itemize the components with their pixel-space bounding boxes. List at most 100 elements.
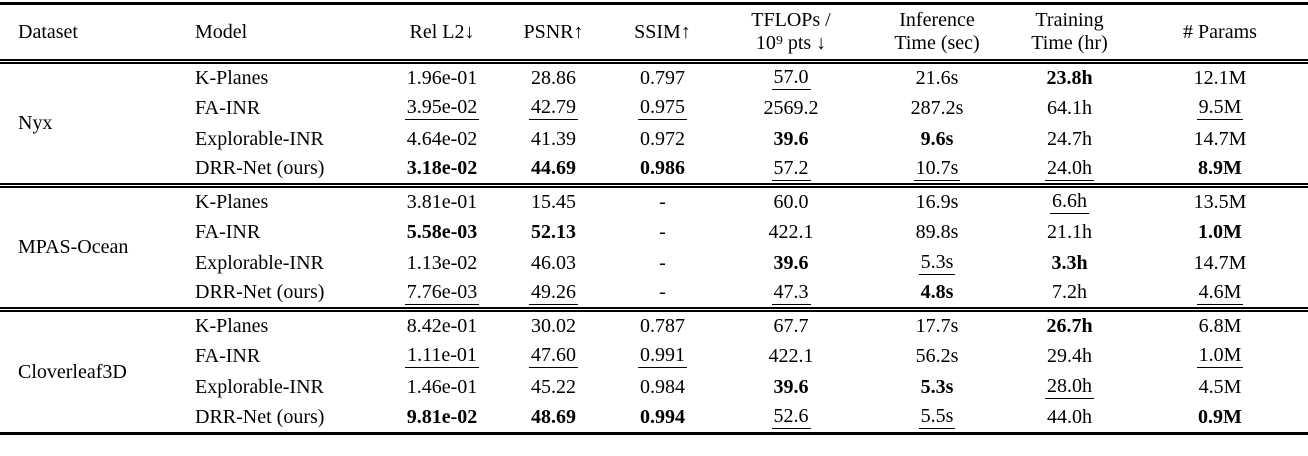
cell-model: Explorable-INR [195,375,324,398]
metric-value: 9.5M [1196,96,1244,120]
cell-rel-l2: 3.95e-02 [387,93,497,124]
cell-dataset: MPAS-Ocean [18,236,129,258]
dataset-block-cloverleaf3d: Cloverleaf3D K-Planes 8.42e-01 30.02 0.7… [0,310,1308,434]
cell-ssim: 0.994 [610,403,715,434]
table-row: FA-INR 3.95e-02 42.79 0.975 2569.2 287.2… [0,93,1308,124]
metric-value: 24.0h [1045,156,1094,181]
cell-inference-time: 5.3s [867,372,1007,403]
cell-psnr: 28.86 [497,62,610,93]
col-header-psnr: PSNR↑ [523,20,584,43]
metric-value: 42.79 [529,96,578,120]
metric-value: 14.7M [1193,127,1247,150]
metric-value: 57.0 [771,66,811,91]
cell-model: DRR-Net (ours) [195,405,325,428]
cell-rel-l2: 1.13e-02 [387,248,497,279]
cell-inference-time: 287.2s [867,93,1007,124]
cell-psnr: 15.45 [497,186,610,217]
metric-value: 5.3s [920,375,954,398]
metric-value: 28.0h [1045,375,1094,399]
table-row: DRR-Net (ours) 3.18e-02 44.69 0.986 57.2… [0,155,1308,186]
metric-value: 5.58e-03 [406,220,478,243]
metric-value: 1.0M [1196,344,1244,368]
cell-model: FA-INR [195,220,261,243]
cell-inference-time: 21.6s [867,62,1007,93]
cell-ssim: 0.797 [610,62,715,93]
metric-value: 0.991 [638,344,687,368]
cell-params: 4.5M [1132,372,1308,403]
cell-inference-time: 10.7s [867,155,1007,186]
cell-tflops: 57.0 [715,62,867,93]
metric-value: 39.6 [773,251,809,274]
metric-value: 49.26 [529,280,578,305]
table-row: FA-INR 5.58e-03 52.13 - 422.1 89.8s 21.1… [0,217,1308,248]
cell-inference-time: 56.2s [867,341,1007,372]
cell-rel-l2: 3.18e-02 [387,155,497,186]
cell-ssim: 0.984 [610,372,715,403]
cell-training-time: 26.7h [1007,310,1132,341]
metric-value: 23.8h [1046,66,1093,89]
metric-value: 3.3h [1051,251,1088,274]
cell-params: 8.9M [1132,155,1308,186]
metric-value: 46.03 [531,251,576,274]
cell-ssim: 0.975 [610,93,715,124]
col-header-ssim: SSIM↑ [634,20,691,43]
cell-psnr: 30.02 [497,310,610,341]
col-header-tflops-line1: TFLOPs / [751,9,831,31]
metric-value: 45.22 [531,375,576,398]
metric-value: 5.3s [918,251,956,275]
cell-psnr: 52.13 [497,217,610,248]
metric-value: 44.69 [531,157,576,180]
dataset-block-mpas-ocean: MPAS-Ocean K-Planes 3.81e-01 15.45 - 60.… [0,186,1308,310]
cell-tflops: 60.0 [715,186,867,217]
metric-value: 0.994 [640,405,685,428]
metric-value: 0.9M [1198,405,1242,428]
cell-rel-l2: 1.11e-01 [387,341,497,372]
cell-rel-l2: 7.76e-03 [387,279,497,310]
metric-value: 60.0 [773,190,809,213]
col-header-training-line2: Time (hr) [1031,32,1108,54]
table-header: Dataset Model Rel L2↓ PSNR↑ SSIM↑ TFLOPs… [0,4,1308,62]
col-header-inference-line1: Inference [899,9,975,31]
table-row: Explorable-INR 1.13e-02 46.03 - 39.6 5.3… [0,248,1308,279]
cell-ssim: 0.972 [610,124,715,155]
cell-psnr: 44.69 [497,155,610,186]
cell-rel-l2: 8.42e-01 [387,310,497,341]
col-header-tflops-line2: 10⁹ pts ↓ [755,32,827,54]
metric-value: 8.42e-01 [406,314,478,337]
metric-value: 0.975 [638,96,687,120]
col-header-model: Model [195,20,248,43]
table-row: MPAS-Ocean K-Planes 3.81e-01 15.45 - 60.… [0,186,1308,258]
metric-value: 0.787 [640,314,685,337]
cell-params: 1.0M [1132,217,1308,248]
cell-params: 6.8M [1132,310,1308,341]
metric-value: 47.3 [771,280,811,305]
metric-value: 56.2s [915,344,959,367]
cell-model: DRR-Net (ours) [195,157,325,180]
col-header-dataset: Dataset [18,20,78,43]
metric-value: 422.1 [768,344,814,367]
cell-tflops: 57.2 [715,155,867,186]
cell-training-time: 23.8h [1007,62,1132,93]
metric-value: 52.6 [771,405,811,430]
metric-value: 9.6s [920,127,954,150]
col-header-training-line1: Training [1035,9,1104,31]
col-header-rel-l2: Rel L2↓ [409,20,475,43]
cell-inference-time: 9.6s [867,124,1007,155]
metric-value: 13.5M [1193,190,1247,213]
cell-inference-time: 16.9s [867,186,1007,217]
cell-dataset: Nyx [18,112,53,134]
cell-ssim: - [610,279,715,310]
metric-value: 1.96e-01 [406,66,478,89]
metric-value: 7.2h [1052,281,1087,304]
metric-value: 1.46e-01 [406,375,478,398]
metric-value: 17.7s [915,314,959,337]
metric-value: 12.1M [1193,66,1247,89]
metric-value: 1.13e-02 [406,251,478,274]
metric-value: - [659,190,666,213]
metric-value: 3.18e-02 [406,157,478,180]
col-header-inference-time: Inference Time (sec) [867,4,1007,62]
cell-model: FA-INR [195,96,261,119]
metric-value: 10.7s [913,156,961,181]
cell-inference-time: 4.8s [867,279,1007,310]
cell-model: FA-INR [195,344,261,367]
